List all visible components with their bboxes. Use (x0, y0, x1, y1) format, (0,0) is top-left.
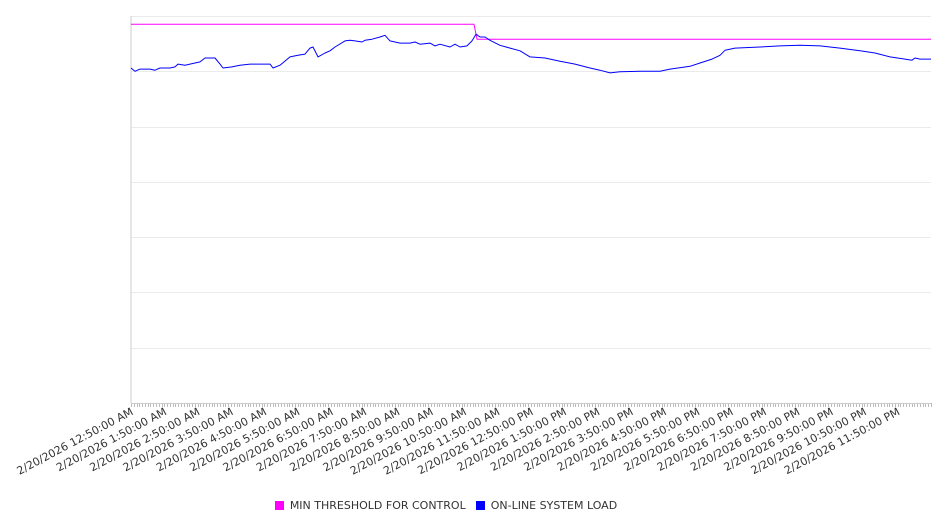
series-line-min-threshold (131, 23, 931, 40)
series-lines (130, 23, 931, 74)
series-line-system-load (130, 33, 931, 74)
legend-swatch-threshold (274, 501, 284, 510)
legend-swatch-system-load (475, 501, 485, 510)
legend-label-threshold: MIN THRESHOLD FOR CONTROL (289, 499, 466, 512)
legend-label-system-load: ON-LINE SYSTEM LOAD (490, 499, 618, 512)
gridlines (131, 16, 931, 404)
legend-item-system-load[interactable]: ON-LINE SYSTEM LOAD (475, 499, 618, 512)
legend: MIN THRESHOLD FOR CONTROL ON-LINE SYSTEM… (0, 499, 892, 512)
legend-item-threshold[interactable]: MIN THRESHOLD FOR CONTROL (274, 499, 466, 512)
x-axis-tick-labels: 2/20/2026 12:50:00 AM2/20/2026 1:50:00 A… (15, 405, 902, 477)
